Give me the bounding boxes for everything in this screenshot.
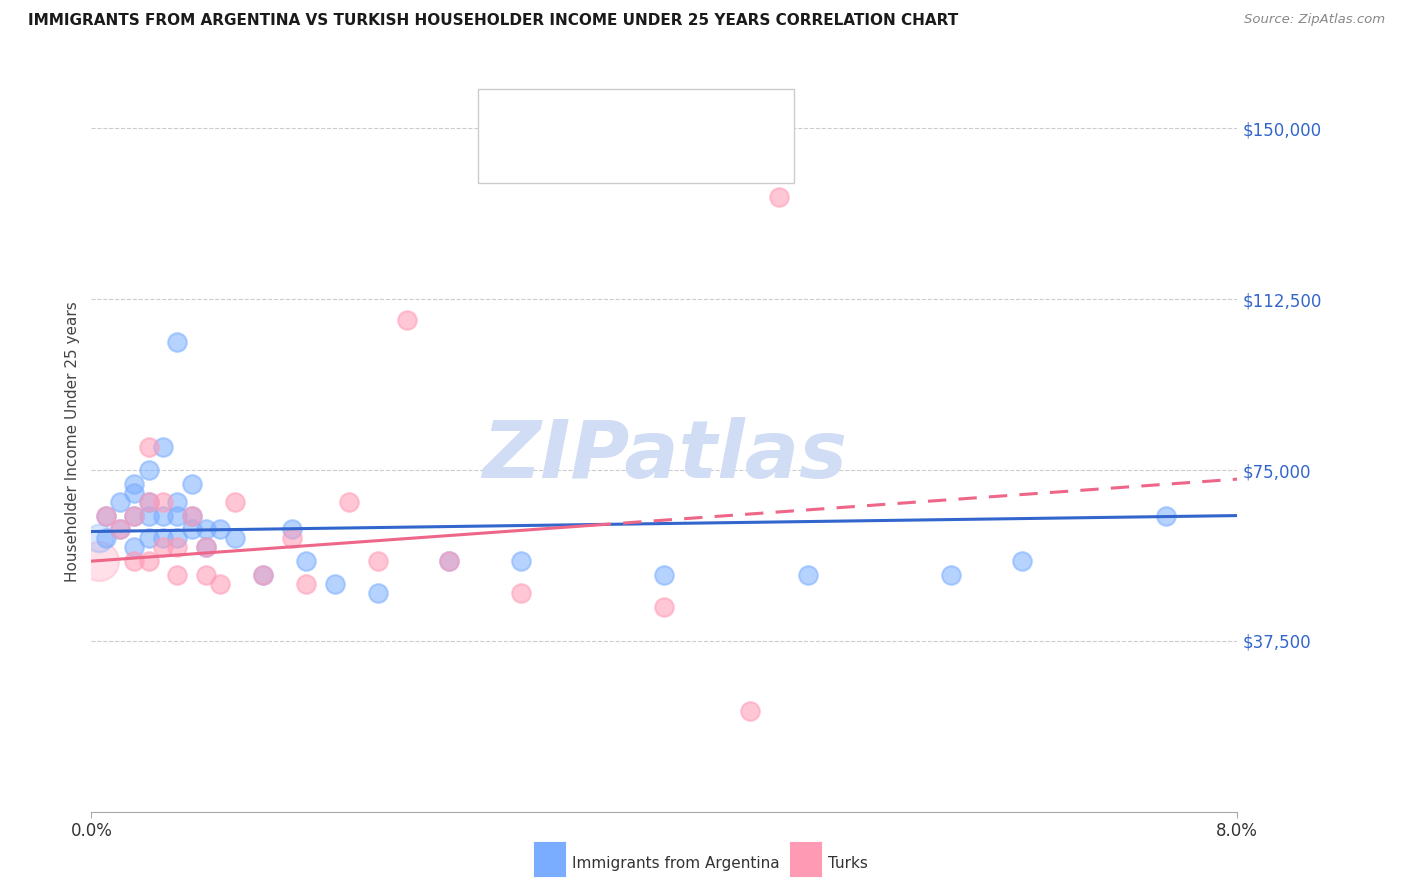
Point bbox=[138, 463, 160, 477]
Point bbox=[94, 532, 117, 546]
Point bbox=[796, 567, 818, 582]
Point bbox=[94, 508, 117, 523]
Point bbox=[166, 335, 188, 350]
Point bbox=[166, 532, 188, 546]
Point bbox=[439, 554, 461, 568]
Point bbox=[652, 599, 675, 614]
Point bbox=[138, 508, 160, 523]
Point bbox=[395, 312, 418, 326]
Point bbox=[87, 554, 110, 568]
Point bbox=[194, 541, 217, 555]
Point bbox=[510, 586, 533, 600]
Point bbox=[124, 476, 146, 491]
Point bbox=[166, 541, 188, 555]
Point bbox=[138, 554, 160, 568]
Text: Immigrants from Argentina: Immigrants from Argentina bbox=[572, 856, 780, 871]
Point bbox=[124, 508, 146, 523]
Point bbox=[180, 508, 202, 523]
Point bbox=[224, 532, 246, 546]
Text: R =: R = bbox=[538, 148, 572, 163]
Point bbox=[152, 440, 174, 454]
Point bbox=[768, 189, 790, 203]
Point bbox=[180, 522, 202, 536]
Text: N =: N = bbox=[634, 109, 678, 124]
Point bbox=[281, 522, 304, 536]
Point bbox=[1011, 554, 1033, 568]
Point bbox=[124, 541, 146, 555]
Text: 0.031: 0.031 bbox=[578, 109, 626, 124]
Point bbox=[194, 541, 217, 555]
Point bbox=[939, 567, 962, 582]
Point bbox=[87, 532, 110, 546]
Point bbox=[180, 508, 202, 523]
Point bbox=[152, 541, 174, 555]
Point bbox=[252, 567, 274, 582]
Point bbox=[1154, 508, 1177, 523]
Point bbox=[252, 567, 274, 582]
Point bbox=[138, 495, 160, 509]
Point bbox=[194, 567, 217, 582]
Point bbox=[180, 476, 202, 491]
Point bbox=[194, 522, 217, 536]
Point bbox=[108, 522, 131, 536]
Point bbox=[166, 495, 188, 509]
Point bbox=[124, 554, 146, 568]
Point bbox=[166, 567, 188, 582]
Point bbox=[367, 586, 389, 600]
Point bbox=[510, 554, 533, 568]
Text: IMMIGRANTS FROM ARGENTINA VS TURKISH HOUSEHOLDER INCOME UNDER 25 YEARS CORRELATI: IMMIGRANTS FROM ARGENTINA VS TURKISH HOU… bbox=[28, 13, 959, 29]
Point bbox=[652, 567, 675, 582]
Point bbox=[152, 508, 174, 523]
Text: 38: 38 bbox=[676, 109, 697, 124]
Point bbox=[209, 522, 232, 536]
Text: 0.145: 0.145 bbox=[578, 148, 626, 163]
Text: ZIPatlas: ZIPatlas bbox=[482, 417, 846, 495]
Point bbox=[138, 440, 160, 454]
Point bbox=[295, 554, 318, 568]
Point bbox=[166, 508, 188, 523]
Text: Turks: Turks bbox=[828, 856, 868, 871]
Point bbox=[740, 705, 762, 719]
Point bbox=[367, 554, 389, 568]
Y-axis label: Householder Income Under 25 years: Householder Income Under 25 years bbox=[65, 301, 80, 582]
Point bbox=[94, 508, 117, 523]
Point bbox=[108, 495, 131, 509]
Point bbox=[323, 577, 346, 591]
Text: 27: 27 bbox=[676, 148, 697, 163]
Text: N =: N = bbox=[634, 148, 678, 163]
Point bbox=[152, 532, 174, 546]
Point bbox=[138, 532, 160, 546]
Point bbox=[108, 522, 131, 536]
Text: R =: R = bbox=[538, 109, 572, 124]
Point bbox=[124, 485, 146, 500]
Point bbox=[281, 532, 304, 546]
Point bbox=[337, 495, 360, 509]
Point bbox=[224, 495, 246, 509]
Text: Source: ZipAtlas.com: Source: ZipAtlas.com bbox=[1244, 13, 1385, 27]
Point bbox=[152, 495, 174, 509]
Point bbox=[138, 495, 160, 509]
Point bbox=[124, 508, 146, 523]
Point bbox=[295, 577, 318, 591]
Point bbox=[439, 554, 461, 568]
Point bbox=[209, 577, 232, 591]
